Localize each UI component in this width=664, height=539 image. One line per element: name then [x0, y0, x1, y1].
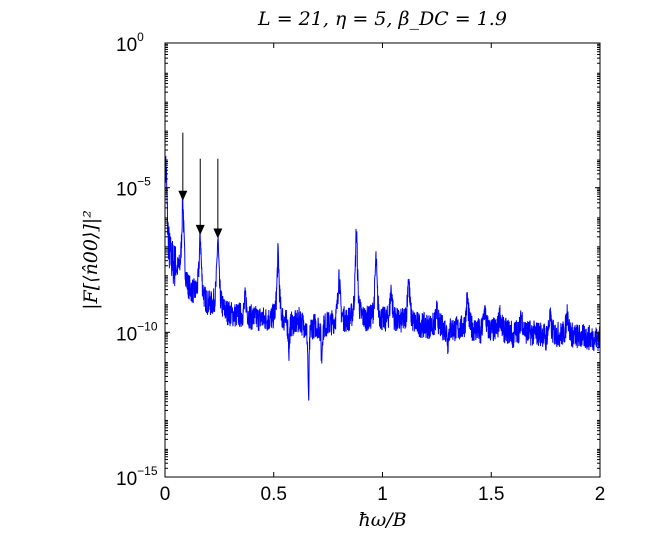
x-tick-label: 1: [377, 484, 388, 505]
x-axis-label: ħω/B: [358, 509, 406, 531]
series-line: [164, 155, 601, 401]
y-axis-title: |F[⟨n̂00⟩]|²: [80, 210, 102, 310]
x-tick-label: 2: [595, 484, 606, 505]
y-tick-label: 100: [116, 30, 144, 56]
arrow-head: [178, 190, 188, 201]
y-tick-label: 10−5: [116, 175, 151, 201]
chart-title-text: L = 21, η = 5, β_DC = 1.9: [257, 8, 507, 30]
plot-area: [164, 155, 601, 401]
arrow-head: [213, 228, 223, 239]
y-tick-label: 10−10: [116, 319, 158, 345]
x-axis-title: ħω/B: [358, 509, 406, 531]
y-tick-label: 10−15: [116, 464, 158, 490]
annotation-arrows: [178, 132, 223, 239]
x-tick-label: 0: [160, 484, 171, 505]
y-axis-label: |F[⟨n̂00⟩]|²: [80, 210, 102, 310]
chart-title: L = 21, η = 5, β_DC = 1.9: [257, 8, 507, 30]
x-tick-label: 0.5: [261, 484, 287, 505]
x-tick-label: 1.5: [478, 484, 504, 505]
axis-ticks: 0 0.5 1 1.5 2 100 10−5 10−10 10−15: [116, 30, 605, 505]
axes-frame: [164, 42, 601, 478]
arrow-head: [195, 224, 205, 235]
